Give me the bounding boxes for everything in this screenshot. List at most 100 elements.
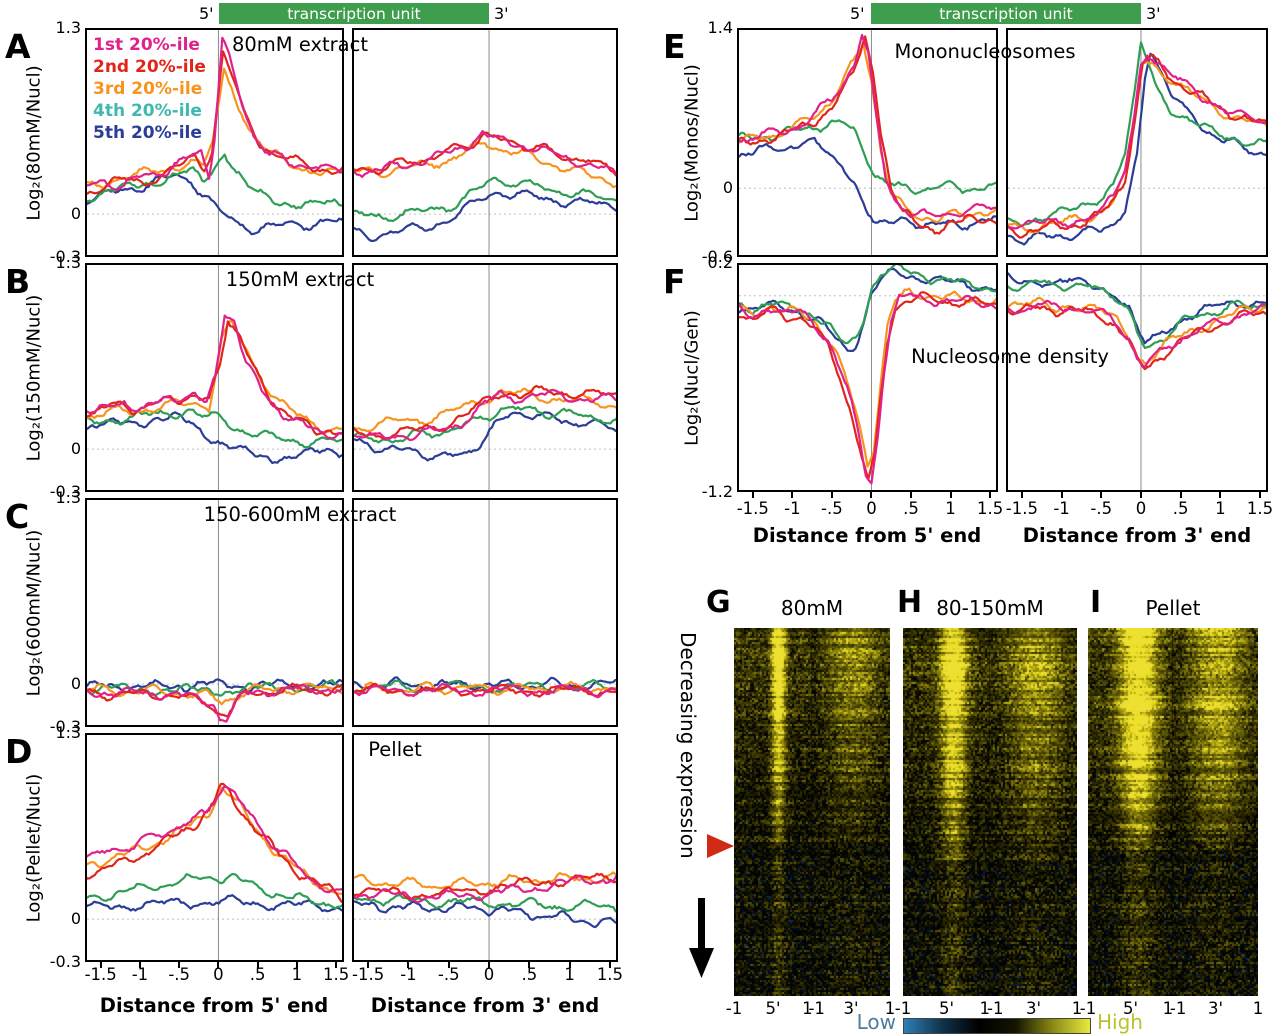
- right-transcription-unit-label: transcription unit: [939, 4, 1073, 23]
- g-element: [87, 678, 342, 723]
- right-col-x-axis-title-3prime: Distance from 3' end: [1022, 524, 1252, 547]
- heatmap-x-tick: -1: [1169, 999, 1187, 1018]
- heatmap-x-tick: 3': [843, 999, 859, 1018]
- ytick-B: -0.3: [49, 482, 81, 501]
- colorbar-low-label: Low: [856, 1010, 896, 1034]
- heatmap-x-tick: 3': [1207, 999, 1224, 1018]
- ytick-A: -0.3: [49, 247, 81, 266]
- right-five-prime-label: 5': [850, 4, 865, 23]
- x-tick-label: 0: [213, 965, 224, 984]
- x-tick-label: .5: [903, 499, 919, 518]
- series-q1-line: [87, 314, 342, 440]
- x-tick-label: 0: [483, 965, 495, 984]
- panel-ylabel-D: Log₂(Pellet/Nucl): [23, 773, 45, 922]
- panel-E-left-plot: [737, 28, 998, 257]
- ytick-D: -0.3: [49, 952, 81, 971]
- series-q4-line: [354, 894, 616, 913]
- g-element: [739, 265, 996, 485]
- panel-B-right-plot: [352, 263, 618, 492]
- heatmap-G: [734, 628, 890, 996]
- series-q1-line: [1008, 299, 1266, 369]
- g-element: [354, 871, 616, 929]
- x-tickmark: [751, 492, 754, 498]
- left-col-x-axis-title-5prime: Distance from 5' end: [99, 994, 329, 1017]
- heatmap-letter-G: G: [706, 585, 731, 620]
- colorbar-high-label: High: [1097, 1010, 1143, 1034]
- series-q4-line: [87, 153, 342, 210]
- rect-element: [698, 898, 705, 948]
- legend-item-4: 4th 20%-ile: [93, 101, 202, 121]
- g-element: [739, 33, 996, 235]
- heatmap-x-tick: 1: [884, 999, 896, 1018]
- heatmap-x-tick: 5': [765, 999, 781, 1018]
- ytick-D: 1.3: [55, 723, 81, 742]
- heatmap-letter-H: H: [897, 585, 923, 620]
- x-tick-label: -.5: [1090, 499, 1113, 518]
- plot-border: [737, 28, 998, 257]
- heatmap-x-tick: -1: [986, 999, 1004, 1018]
- panel-letter-A: A: [5, 27, 31, 66]
- series-q4-line: [87, 408, 342, 449]
- legend-item-2: 2nd 20%-ile: [93, 57, 206, 77]
- series-q4-line: [87, 873, 342, 910]
- x-tick-label: -1.5: [84, 965, 117, 984]
- x-tick-label: 0: [866, 499, 877, 518]
- heatmap-x-tick: 3': [1025, 999, 1042, 1018]
- x-tickmark: [447, 962, 450, 968]
- series-q5-line: [354, 411, 616, 462]
- heatmap-x-tick: -1: [894, 999, 912, 1018]
- x-tick-label: -.5: [821, 499, 843, 518]
- polygon-element: [689, 948, 714, 978]
- panel-letter-B: B: [5, 262, 31, 301]
- x-tick-label: -1: [400, 965, 417, 984]
- x-tickmark: [178, 962, 181, 968]
- x-tick-label: 1: [945, 499, 956, 518]
- heatmap-x-tick: -1: [725, 999, 743, 1018]
- x-tickmark: [1100, 492, 1103, 498]
- panel-title-E: Mononucleosomes: [894, 40, 1076, 63]
- series-q1-line: [354, 388, 616, 442]
- series-q1-line: [354, 682, 616, 699]
- plot-border: [352, 28, 618, 257]
- right-col-x-axis-title-5prime: Distance from 5' end: [752, 524, 982, 547]
- heatmap-title-H: 80-150mM: [936, 596, 1044, 620]
- x-tickmark: [949, 492, 952, 498]
- x-tick-label: .5: [1172, 499, 1189, 518]
- series-q2-line: [87, 682, 342, 718]
- right-three-prime-label: 3': [1146, 4, 1161, 23]
- panel-title-D: Pellet: [368, 738, 422, 761]
- series-q5-line: [354, 900, 616, 929]
- x-tick-label: -.5: [168, 965, 191, 984]
- plot-border: [85, 263, 344, 492]
- panel-B-left-plot: [85, 263, 344, 492]
- heatmap-x-tick: -1: [808, 999, 825, 1018]
- series-q4-line: [354, 405, 616, 444]
- decreasing-expression-label: Decreasing expression: [676, 632, 700, 859]
- series-q5-line: [1008, 52, 1266, 246]
- series-q4-line: [1008, 41, 1266, 227]
- series-q5-line: [87, 411, 342, 465]
- series-q2-line: [354, 131, 616, 177]
- heatmap-x-tick: 1: [1162, 999, 1174, 1018]
- x-tick-label: 1.5: [976, 499, 1004, 518]
- series-q4-line: [1008, 279, 1266, 350]
- panel-ylabel-F: Log₂(Nucl/Gen): [681, 309, 703, 446]
- heatmap-x-tick: 1: [802, 999, 813, 1018]
- ytick-B: 0: [70, 439, 81, 459]
- series-q4-line: [739, 265, 996, 345]
- plot-border: [85, 28, 344, 257]
- panel-letter-C: C: [5, 497, 30, 536]
- panel-ylabel-A: Log₂(80mM/Nucl): [23, 64, 45, 221]
- panel-F-right-plot: [1006, 263, 1268, 492]
- expression-cutoff-marker-icon: [707, 834, 734, 858]
- series-q1-line: [1008, 54, 1266, 230]
- x-tickmark: [989, 492, 992, 498]
- series-q1-line: [354, 130, 616, 178]
- x-tickmark: [295, 962, 298, 968]
- heatmap-x-tick: 1: [1252, 999, 1264, 1018]
- series-q2-line: [354, 384, 616, 440]
- heatmap-title-G: 80mM: [780, 596, 844, 620]
- panel-letter-D: D: [5, 732, 33, 771]
- heatmap-x-tick: 1: [1071, 999, 1083, 1018]
- x-tickmark: [407, 962, 410, 968]
